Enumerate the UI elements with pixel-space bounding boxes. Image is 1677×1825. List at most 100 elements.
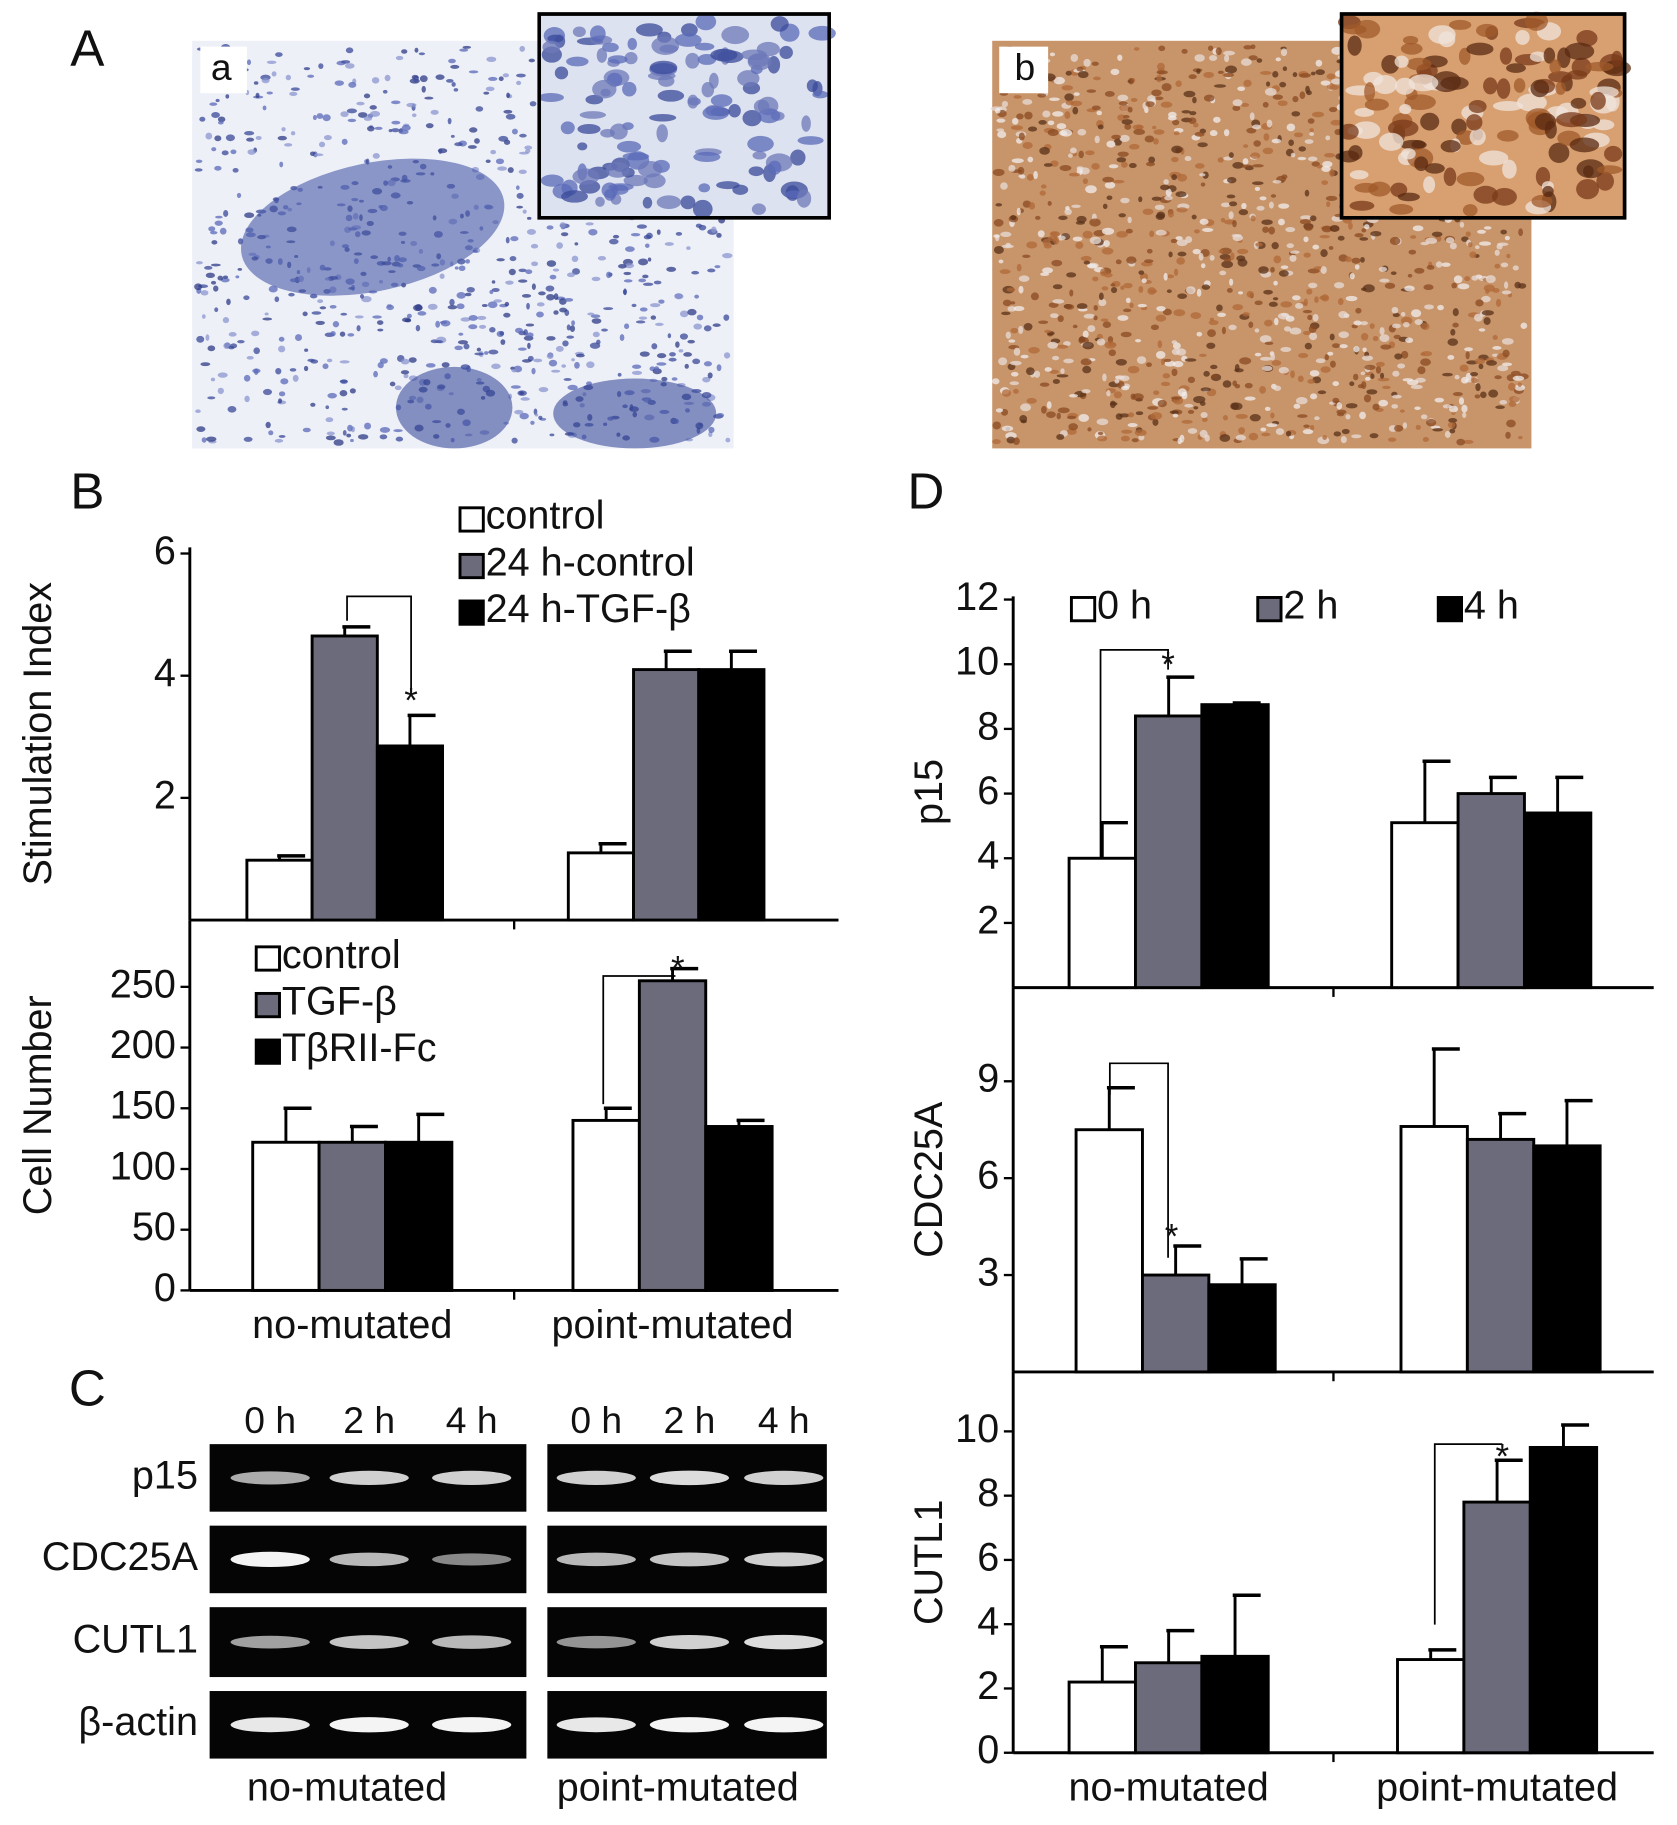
texture [303, 67, 311, 71]
texture [476, 347, 482, 352]
texture [1121, 385, 1130, 391]
texture [1302, 429, 1314, 435]
texture [753, 99, 770, 114]
texture [695, 223, 703, 228]
texture [244, 131, 255, 136]
texture [995, 408, 1004, 413]
texture [315, 320, 325, 325]
texture [1323, 152, 1336, 158]
texture [1042, 238, 1051, 246]
texture [1145, 161, 1155, 167]
texture [215, 98, 220, 103]
texture [651, 36, 680, 55]
texture [467, 145, 477, 149]
texture [722, 253, 733, 259]
texture [339, 360, 350, 364]
texture [1207, 329, 1216, 338]
texture [1364, 98, 1389, 111]
texture [1000, 231, 1012, 237]
texture [1349, 381, 1355, 387]
texture [1515, 29, 1530, 45]
texture [1147, 406, 1159, 410]
texture [342, 430, 347, 436]
texture [732, 184, 749, 195]
texture [1320, 80, 1331, 86]
texture [466, 286, 475, 293]
legend-label: 2 h [1283, 583, 1338, 627]
texture [1227, 176, 1237, 184]
texture [1065, 304, 1075, 310]
texture [327, 392, 337, 399]
texture [1194, 54, 1205, 62]
texture [1104, 90, 1115, 97]
texture [1500, 229, 1507, 235]
texture [1082, 230, 1093, 239]
texture [1172, 413, 1179, 418]
legend-swatch [254, 945, 281, 972]
texture [656, 124, 668, 143]
texture [1424, 163, 1445, 174]
bar [310, 634, 379, 922]
texture [1397, 192, 1420, 202]
texture [650, 315, 657, 320]
texture [1012, 437, 1020, 446]
texture [1420, 358, 1431, 366]
texture [1513, 78, 1526, 93]
y-tick-label: 2 [977, 1664, 999, 1708]
texture [1328, 246, 1334, 250]
texture [1336, 401, 1343, 410]
texture [511, 437, 518, 444]
texture [1402, 422, 1408, 429]
texture [1010, 125, 1024, 131]
texture [1110, 283, 1116, 287]
texture [1404, 94, 1436, 111]
texture [1285, 430, 1292, 437]
texture [1285, 226, 1296, 233]
texture [701, 82, 715, 98]
texture [1478, 363, 1484, 370]
texture [1447, 421, 1456, 429]
texture [1192, 122, 1199, 128]
texture [1052, 111, 1064, 117]
texture [1448, 19, 1472, 30]
texture [530, 420, 535, 425]
texture [1248, 321, 1254, 329]
texture [1053, 76, 1065, 85]
texture [1471, 275, 1479, 281]
texture [1064, 93, 1074, 102]
texture [1349, 200, 1375, 211]
texture [1331, 78, 1343, 85]
texture [1491, 187, 1517, 206]
texture [1252, 124, 1261, 130]
texture [1421, 322, 1430, 331]
texture [1194, 131, 1205, 137]
texture [345, 63, 355, 69]
texture [1466, 360, 1478, 365]
texture [292, 374, 299, 382]
texture [806, 79, 818, 93]
texture [1286, 243, 1294, 249]
texture [347, 118, 357, 123]
texture [439, 273, 445, 279]
texture [1219, 434, 1231, 442]
texture [469, 127, 478, 133]
texture [1325, 195, 1338, 201]
texture [1414, 156, 1429, 172]
texture [1120, 197, 1130, 204]
texture [1448, 405, 1459, 413]
texture [1360, 287, 1367, 291]
texture [346, 433, 352, 438]
texture [1146, 248, 1153, 254]
texture [1458, 397, 1465, 405]
texture [246, 137, 255, 142]
texture [262, 317, 273, 321]
texture [1465, 231, 1471, 237]
gene-label: CDC25A [42, 1535, 199, 1579]
texture [536, 311, 544, 318]
texture [1289, 327, 1302, 335]
texture [325, 405, 330, 410]
texture [339, 379, 348, 384]
texture [671, 377, 678, 381]
texture [421, 85, 426, 93]
texture [205, 334, 210, 341]
